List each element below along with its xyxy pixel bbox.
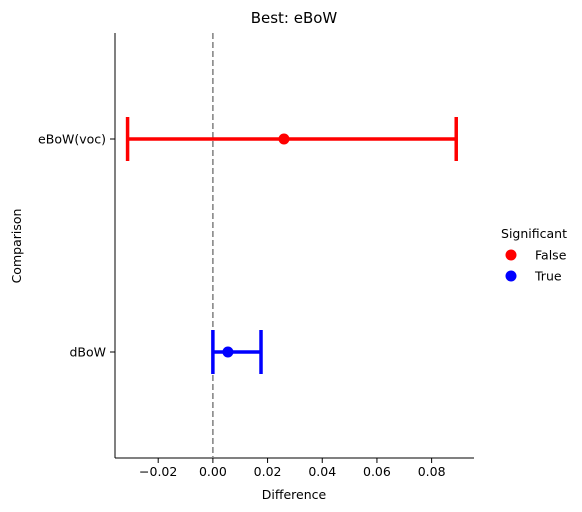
data-point xyxy=(222,346,234,358)
data-point xyxy=(278,133,290,145)
legend-marker xyxy=(505,249,517,261)
x-tick-label: −0.02 xyxy=(139,464,177,479)
y-tick-label: eBoW(voc) xyxy=(38,132,106,147)
x-tick-label: 0.06 xyxy=(363,464,391,479)
y-tick-label: dBoW xyxy=(69,345,106,360)
y-axis-label: Comparison xyxy=(9,209,24,284)
x-tick-label: 0.02 xyxy=(254,464,282,479)
x-axis-label: Difference xyxy=(262,487,327,502)
legend-title: Significant xyxy=(501,226,567,241)
legend-marker xyxy=(505,270,517,282)
chart-title: Best: eBoW xyxy=(251,9,338,27)
legend-label: False xyxy=(535,248,567,263)
x-tick-label: 0.04 xyxy=(308,464,336,479)
legend-label: True xyxy=(534,269,562,284)
x-tick-label: 0.08 xyxy=(418,464,446,479)
x-tick-label: 0.00 xyxy=(199,464,227,479)
legend: Significant False True xyxy=(501,226,567,284)
plot-area: −0.02 0.00 0.02 0.04 0.06 0.08 eBoW(voc) dBoW xyxy=(38,33,474,479)
